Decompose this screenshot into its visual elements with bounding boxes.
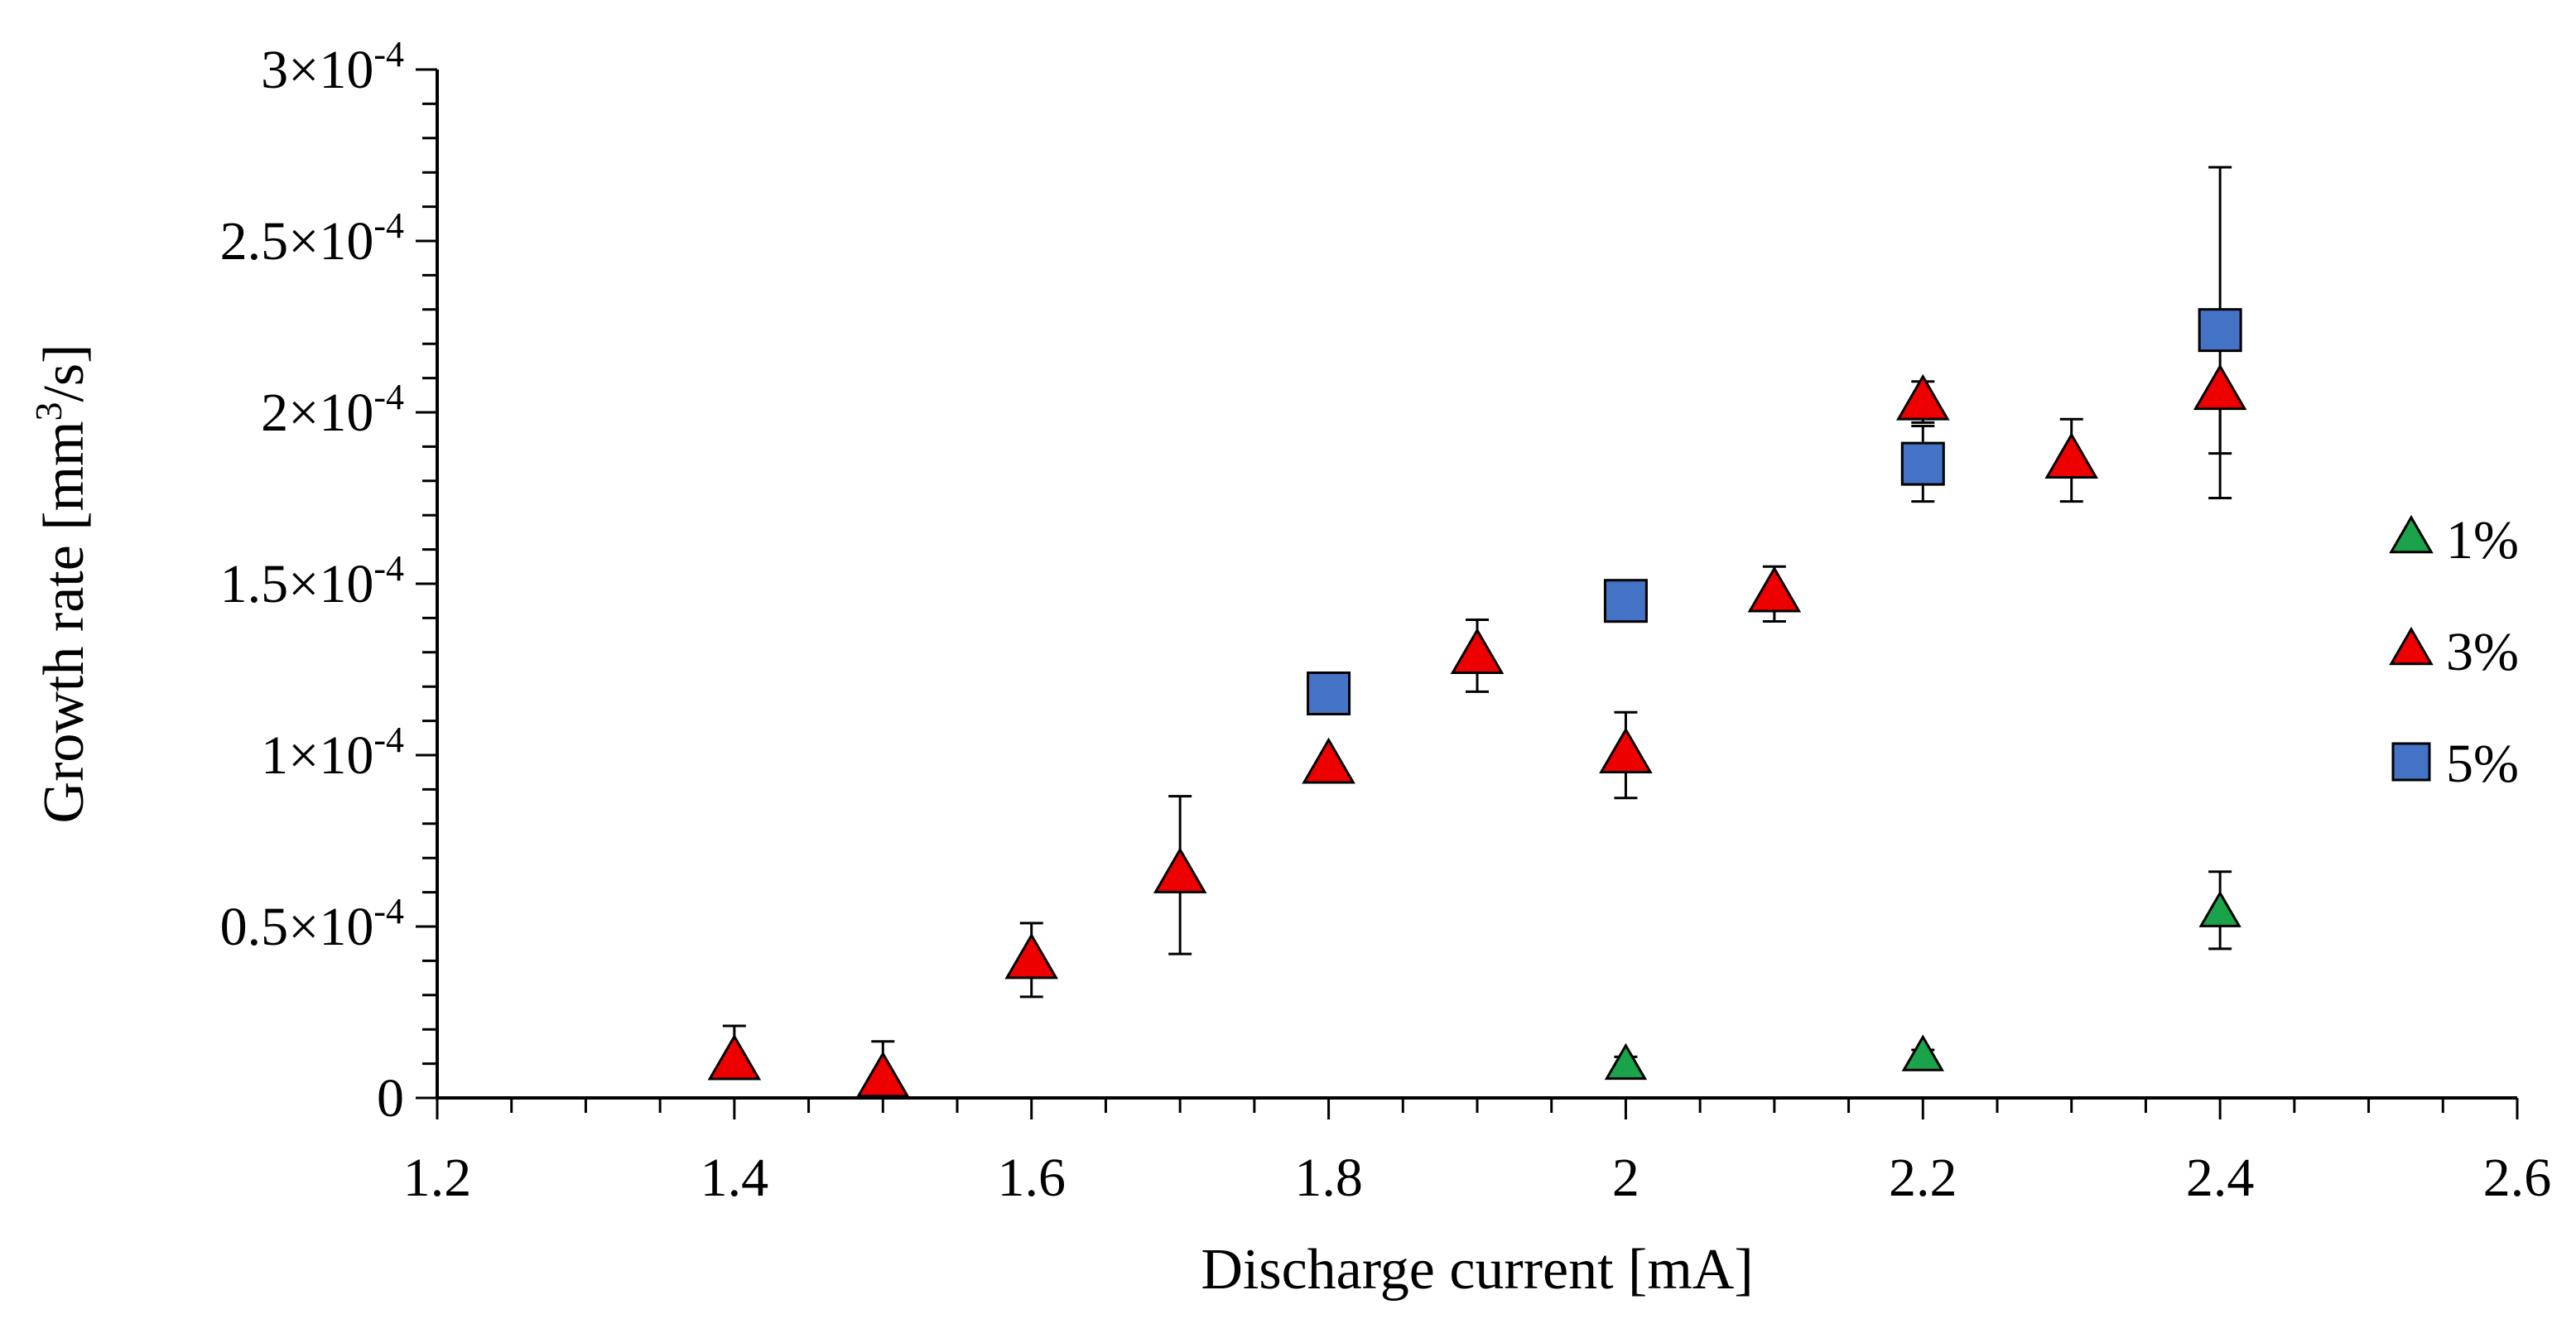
marker-3pct: [1450, 628, 1505, 674]
x-axis-title: Discharge current [mA]: [1201, 1238, 1753, 1302]
y-tick-label: 3×10-4: [261, 34, 404, 100]
marker-3pct: [1302, 737, 1355, 784]
marker-3pct: [1153, 847, 1207, 893]
y-axis-title-suffix: /s]: [32, 344, 96, 402]
marker-5pct: [1603, 579, 1648, 623]
marker-1pct: [1901, 1034, 1944, 1071]
y-tick-label: 1.5×10-4: [220, 548, 404, 614]
marker-5pct: [1307, 671, 1351, 715]
y-tick-label: 0: [377, 1068, 404, 1129]
y-tick-mantissa: 2×10: [261, 383, 373, 443]
marker-5pct: [2198, 308, 2242, 353]
y-tick-mantissa: 1.5×10: [220, 554, 374, 614]
y-tick-exponent: -4: [373, 548, 404, 589]
x-tick-label: 2.6: [2483, 1148, 2552, 1208]
y-axis-title-prefix: Growth rate [mm: [32, 421, 96, 824]
x-tick-label: 1.4: [701, 1148, 769, 1208]
y-tick-mantissa: 0.5×10: [220, 897, 374, 957]
legend-marker-3pct: [2389, 626, 2434, 666]
y-tick-exponent: -4: [373, 34, 404, 75]
y-tick-mantissa: 0: [377, 1068, 404, 1129]
legend-marker-1pct: [2389, 514, 2434, 554]
marker-3pct: [1895, 373, 1950, 421]
legend-label-5pct: 5%: [2446, 734, 2519, 794]
y-tick-mantissa: 3×10: [261, 40, 373, 100]
marker-3pct: [707, 1033, 762, 1081]
marker-1pct: [1604, 1042, 1648, 1081]
marker-5pct: [1900, 441, 1945, 486]
x-tick-label: 1.8: [1294, 1148, 1363, 1208]
y-tick-mantissa: 1×10: [261, 725, 373, 786]
y-tick-mantissa: 2.5×10: [220, 211, 374, 272]
y-tick-exponent: -4: [373, 205, 404, 246]
y-axis-title-superscript: 3: [27, 402, 70, 421]
marker-3pct: [1747, 566, 1802, 613]
y-tick-exponent: -4: [373, 377, 404, 417]
y-tick-label: 2.5×10-4: [220, 205, 404, 272]
legend: 1% 3% 5%: [2389, 510, 2519, 794]
marker-3pct: [2193, 363, 2247, 411]
y-tick-exponent: -4: [373, 891, 404, 931]
marker-3pct: [855, 1051, 910, 1098]
x-tick-label: 2: [1612, 1148, 1639, 1208]
marker-3pct: [2044, 432, 2099, 479]
axes: 1.2 1.4 1.6 1.8 2 2.2 2.4 2.600.5×10-41×10-41.5…: [220, 34, 2552, 1208]
y-axis-title: Growth rate [mm3/s]: [27, 344, 96, 824]
x-tick-label: 2.2: [1889, 1148, 1957, 1208]
y-tick-exponent: -4: [373, 720, 404, 760]
y-tick-label: 1×10-4: [261, 720, 404, 786]
error-bars: [722, 166, 2232, 1080]
marker-1pct: [2198, 890, 2241, 927]
legend-marker-5pct: [2391, 742, 2431, 782]
x-tick-label: 1.6: [997, 1148, 1066, 1208]
marker-3pct: [1004, 932, 1059, 980]
y-tick-label: 2×10-4: [261, 377, 404, 443]
x-tick-label: 1.2: [403, 1148, 472, 1208]
y-tick-label: 0.5×10-4: [220, 891, 404, 957]
marker-3pct: [1599, 727, 1653, 774]
data-markers: [707, 308, 2247, 1098]
legend-label-3pct: 3%: [2446, 622, 2519, 682]
legend-label-1pct: 1%: [2446, 510, 2519, 570]
x-tick-label: 2.4: [2186, 1148, 2255, 1208]
